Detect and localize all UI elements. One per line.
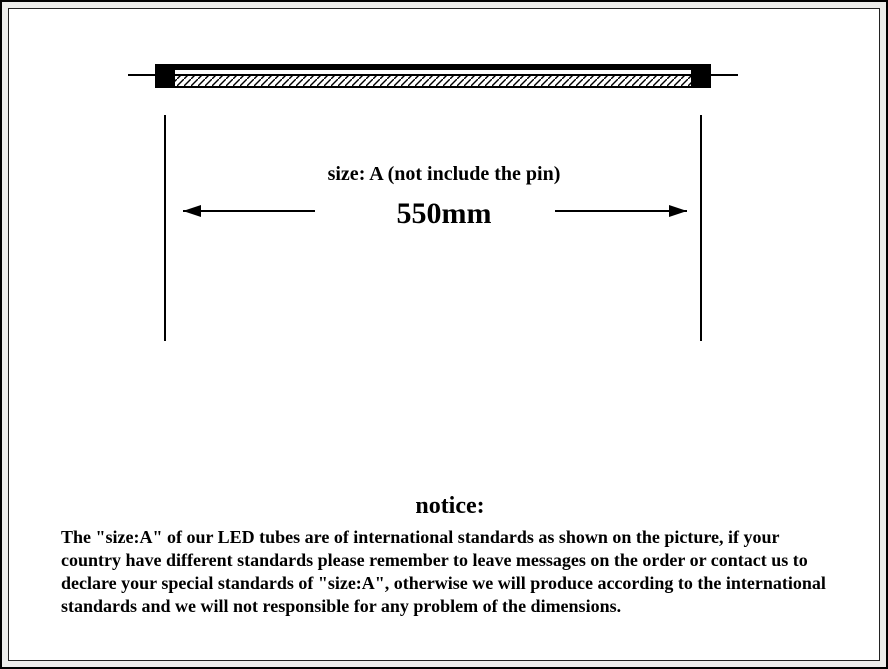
tube-body [164, 75, 702, 87]
dimension-value: 550mm [9, 197, 879, 231]
tube-cap-left [155, 64, 175, 88]
notice-body: The "size:A" of our LED tubes are of int… [61, 526, 839, 618]
tube-top-bar [164, 64, 702, 70]
outer-frame: size: A (not include the pin) 550mm noti… [0, 0, 888, 669]
size-label: size: A (not include the pin) [9, 163, 879, 186]
inner-frame: size: A (not include the pin) 550mm noti… [8, 8, 880, 661]
notice-title: notice: [61, 493, 839, 520]
tube-cap-right [691, 64, 711, 88]
notice-block: notice: The "size:A" of our LED tubes ar… [61, 493, 839, 618]
